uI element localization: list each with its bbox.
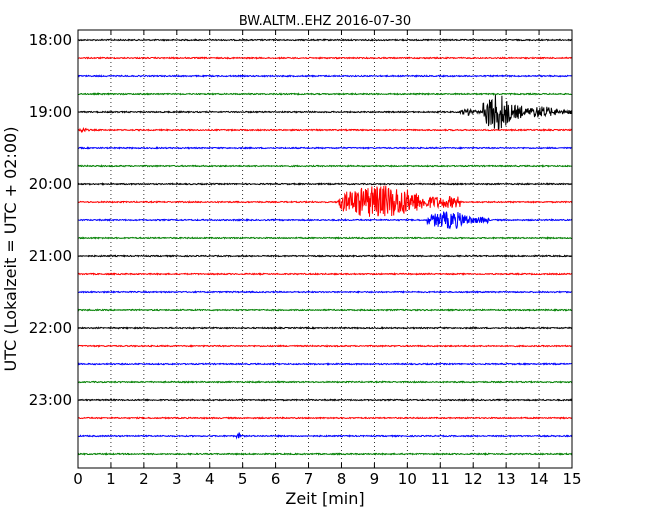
y-tick-label-20:00: 20:00 [29,175,72,193]
trace-line-2015 [77,185,573,217]
x-tick-label-4: 4 [205,470,215,488]
x-axis-label: Zeit [min] [285,489,364,508]
trace-line-2245 [77,380,573,384]
x-tick-label-11: 11 [431,470,450,488]
trace-line-2215 [77,344,573,348]
trace-line-1945 [77,164,573,168]
x-tick-label-10: 10 [398,470,417,488]
trace-line-1800 [77,38,573,42]
trace-line-2315 [77,416,573,420]
trace-line-2300 [78,398,573,402]
y-axis: 18:00 19:00 20:00 21:00 22:00 23:00 [29,31,572,409]
trace-line-1915 [77,127,573,134]
y-tick-label-22:00: 22:00 [29,319,72,337]
x-tick-label-1: 1 [106,470,116,488]
trace-line-1845 [77,92,573,96]
x-tick-label-3: 3 [172,470,182,488]
trace-line-1900 [77,94,573,131]
x-tick-label-7: 7 [304,470,314,488]
trace-line-2030 [77,211,573,230]
trace-line-2000 [77,182,573,186]
trace-line-2130 [77,290,573,294]
trace-line-2145 [77,308,573,312]
trace-line-2100 [77,254,573,258]
y-tick-label-23:00: 23:00 [29,391,72,409]
trace-line-1930 [77,146,573,150]
chart-title: BW.ALTM..EHZ 2016-07-30 [239,14,411,29]
y-tick-label-18:00: 18:00 [29,31,72,49]
x-tick-label-9: 9 [370,470,380,488]
trace-line-2230 [77,362,573,366]
grid-lines [110,30,540,468]
x-tick-label-12: 12 [464,470,483,488]
trace-line-1815 [77,56,573,60]
trace-line-2345 [77,452,573,456]
x-tick-label-13: 13 [497,470,516,488]
y-tick-label-21:00: 21:00 [29,247,72,265]
x-axis: 0 1 2 3 4 5 6 7 8 9 10 11 12 13 14 15 [73,30,582,488]
trace-line-2045 [77,236,573,240]
trace-line-1830 [77,74,573,78]
y-tick-label-19:00: 19:00 [29,103,72,121]
trace-line-2200 [77,326,573,330]
trace-line-2330 [77,431,573,440]
x-tick-label-2: 2 [139,470,149,488]
x-tick-label-8: 8 [337,470,347,488]
y-axis-label: UTC (Lokalzeit = UTC + 02:00) [1,127,20,372]
x-tick-label-6: 6 [271,470,281,488]
trace-line-2115 [78,272,573,276]
trace-group [77,38,573,456]
x-tick-label-5: 5 [238,470,248,488]
x-tick-label-15: 15 [562,470,581,488]
plot-frame [77,29,573,469]
x-tick-label-14: 14 [530,470,549,488]
x-tick-label-0: 0 [73,470,83,488]
